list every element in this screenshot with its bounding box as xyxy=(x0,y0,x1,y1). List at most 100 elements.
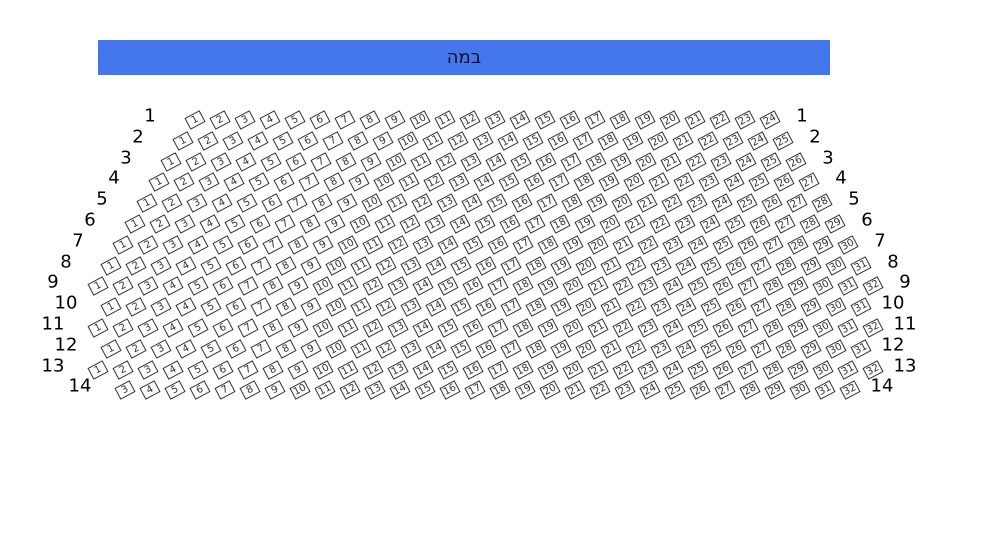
seat-r10-s10[interactable]: 10 xyxy=(325,297,347,317)
seat-r1-s12[interactable]: 12 xyxy=(459,110,481,130)
seat-r5-s16[interactable]: 16 xyxy=(511,193,533,213)
seat-r4-s26[interactable]: 26 xyxy=(773,172,795,193)
seat-r1-s16[interactable]: 16 xyxy=(559,110,581,130)
seat-r9-s17[interactable]: 17 xyxy=(487,276,509,297)
seat-r4-s27[interactable]: 27 xyxy=(798,172,820,193)
seat-r6-s4[interactable]: 4 xyxy=(199,214,221,234)
seat-r4-s15[interactable]: 15 xyxy=(498,172,520,193)
seat-r14-s15[interactable]: 15 xyxy=(414,380,436,401)
seat-r10-s9[interactable]: 9 xyxy=(300,297,322,317)
seat-r13-s5[interactable]: 5 xyxy=(187,359,209,380)
seat-r14-s18[interactable]: 18 xyxy=(489,380,511,401)
seat-r2-s14[interactable]: 14 xyxy=(497,131,519,151)
seat-r7-s12[interactable]: 12 xyxy=(387,235,409,255)
seat-r9-s18[interactable]: 18 xyxy=(512,276,534,297)
seat-r6-s23[interactable]: 23 xyxy=(674,214,696,234)
seat-r14-s10[interactable]: 10 xyxy=(289,380,311,401)
seat-r3-s3[interactable]: 3 xyxy=(210,151,232,172)
seat-r9-s25[interactable]: 25 xyxy=(687,276,709,297)
seat-r13-s30[interactable]: 30 xyxy=(812,359,834,380)
seat-r12-s10[interactable]: 10 xyxy=(325,339,347,359)
seat-r5-s27[interactable]: 27 xyxy=(786,193,808,213)
seat-r6-s21[interactable]: 21 xyxy=(624,214,646,234)
seat-r9-s30[interactable]: 30 xyxy=(812,276,834,297)
seat-r10-s8[interactable]: 8 xyxy=(275,297,297,317)
seat-r1-s8[interactable]: 8 xyxy=(359,110,381,130)
seat-r2-s22[interactable]: 22 xyxy=(697,131,719,151)
seat-r5-s20[interactable]: 20 xyxy=(611,193,633,213)
seat-r2-s21[interactable]: 21 xyxy=(672,131,694,151)
seat-r4-s5[interactable]: 5 xyxy=(248,172,270,193)
seat-r11-s15[interactable]: 15 xyxy=(437,318,459,338)
seat-r8-s3[interactable]: 3 xyxy=(150,255,172,276)
seat-r3-s5[interactable]: 5 xyxy=(260,151,282,172)
seat-r8-s28[interactable]: 28 xyxy=(775,255,797,276)
seat-r11-s20[interactable]: 20 xyxy=(562,318,584,338)
seat-r8-s8[interactable]: 8 xyxy=(275,255,297,276)
seat-r14-s16[interactable]: 16 xyxy=(439,380,461,401)
seat-r12-s24[interactable]: 24 xyxy=(675,339,697,359)
seat-r2-s25[interactable]: 25 xyxy=(772,131,794,151)
seat-r14-s20[interactable]: 20 xyxy=(539,380,561,401)
seat-r6-s1[interactable]: 1 xyxy=(124,214,146,234)
seat-r14-s25[interactable]: 25 xyxy=(664,380,686,401)
seat-r13-s23[interactable]: 23 xyxy=(637,359,659,380)
seat-r10-s3[interactable]: 3 xyxy=(150,297,172,317)
seat-r4-s6[interactable]: 6 xyxy=(273,172,295,193)
seat-r8-s19[interactable]: 19 xyxy=(550,255,572,276)
seat-r6-s6[interactable]: 6 xyxy=(249,214,271,234)
seat-r5-s1[interactable]: 1 xyxy=(136,193,158,213)
seat-r1-s21[interactable]: 21 xyxy=(684,110,706,130)
seat-r14-s19[interactable]: 19 xyxy=(514,380,536,401)
seat-r9-s28[interactable]: 28 xyxy=(762,276,784,297)
seat-r14-s13[interactable]: 13 xyxy=(364,380,386,401)
seat-r13-s16[interactable]: 16 xyxy=(462,359,484,380)
seat-r5-s8[interactable]: 8 xyxy=(311,193,333,213)
seat-r4-s20[interactable]: 20 xyxy=(623,172,645,193)
seat-r3-s22[interactable]: 22 xyxy=(685,151,707,172)
seat-r10-s24[interactable]: 24 xyxy=(675,297,697,317)
seat-r2-s3[interactable]: 3 xyxy=(222,131,244,151)
seat-r2-s11[interactable]: 11 xyxy=(422,131,444,151)
seat-r10-s30[interactable]: 30 xyxy=(825,297,847,317)
seat-r7-s2[interactable]: 2 xyxy=(137,235,159,255)
seat-r8-s29[interactable]: 29 xyxy=(800,255,822,276)
seat-r10-s12[interactable]: 12 xyxy=(375,297,397,317)
seat-r12-s28[interactable]: 28 xyxy=(775,339,797,359)
seat-r8-s6[interactable]: 6 xyxy=(225,255,247,276)
seat-r7-s26[interactable]: 26 xyxy=(737,235,759,255)
seat-r10-s16[interactable]: 16 xyxy=(475,297,497,317)
seat-r1-s1[interactable]: 1 xyxy=(184,110,206,130)
seat-r5-s18[interactable]: 18 xyxy=(561,193,583,213)
seat-r5-s6[interactable]: 6 xyxy=(261,193,283,213)
seat-r7-s16[interactable]: 16 xyxy=(487,235,509,255)
seat-r5-s28[interactable]: 28 xyxy=(811,193,833,213)
seat-r10-s28[interactable]: 28 xyxy=(775,297,797,317)
seat-r3-s20[interactable]: 20 xyxy=(635,151,657,172)
seat-r2-s13[interactable]: 13 xyxy=(472,131,494,151)
seat-r11-s29[interactable]: 29 xyxy=(787,318,809,338)
seat-r4-s21[interactable]: 21 xyxy=(648,172,670,193)
seat-r4-s14[interactable]: 14 xyxy=(473,172,495,193)
seat-r4-s22[interactable]: 22 xyxy=(673,172,695,193)
seat-r9-s2[interactable]: 2 xyxy=(112,276,134,297)
seat-r7-s9[interactable]: 9 xyxy=(312,235,334,255)
seat-r8-s4[interactable]: 4 xyxy=(175,255,197,276)
seat-r7-s25[interactable]: 25 xyxy=(712,235,734,255)
seat-r6-s11[interactable]: 11 xyxy=(374,214,396,234)
seat-r7-s30[interactable]: 30 xyxy=(837,235,859,255)
seat-r2-s20[interactable]: 20 xyxy=(647,131,669,151)
seat-r14-s17[interactable]: 17 xyxy=(464,380,486,401)
seat-r2-s10[interactable]: 10 xyxy=(397,131,419,151)
seat-r12-s4[interactable]: 4 xyxy=(175,339,197,359)
seat-r7-s3[interactable]: 3 xyxy=(162,235,184,255)
seat-r2-s8[interactable]: 8 xyxy=(347,131,369,151)
seat-r1-s5[interactable]: 5 xyxy=(284,110,306,130)
seat-r5-s14[interactable]: 14 xyxy=(461,193,483,213)
seat-r6-s13[interactable]: 13 xyxy=(424,214,446,234)
seat-r8-s2[interactable]: 2 xyxy=(125,255,147,276)
seat-r10-s31[interactable]: 31 xyxy=(850,297,872,317)
seat-r14-s23[interactable]: 23 xyxy=(614,380,636,401)
seat-r2-s6[interactable]: 6 xyxy=(297,131,319,151)
seat-r3-s11[interactable]: 11 xyxy=(410,151,432,172)
